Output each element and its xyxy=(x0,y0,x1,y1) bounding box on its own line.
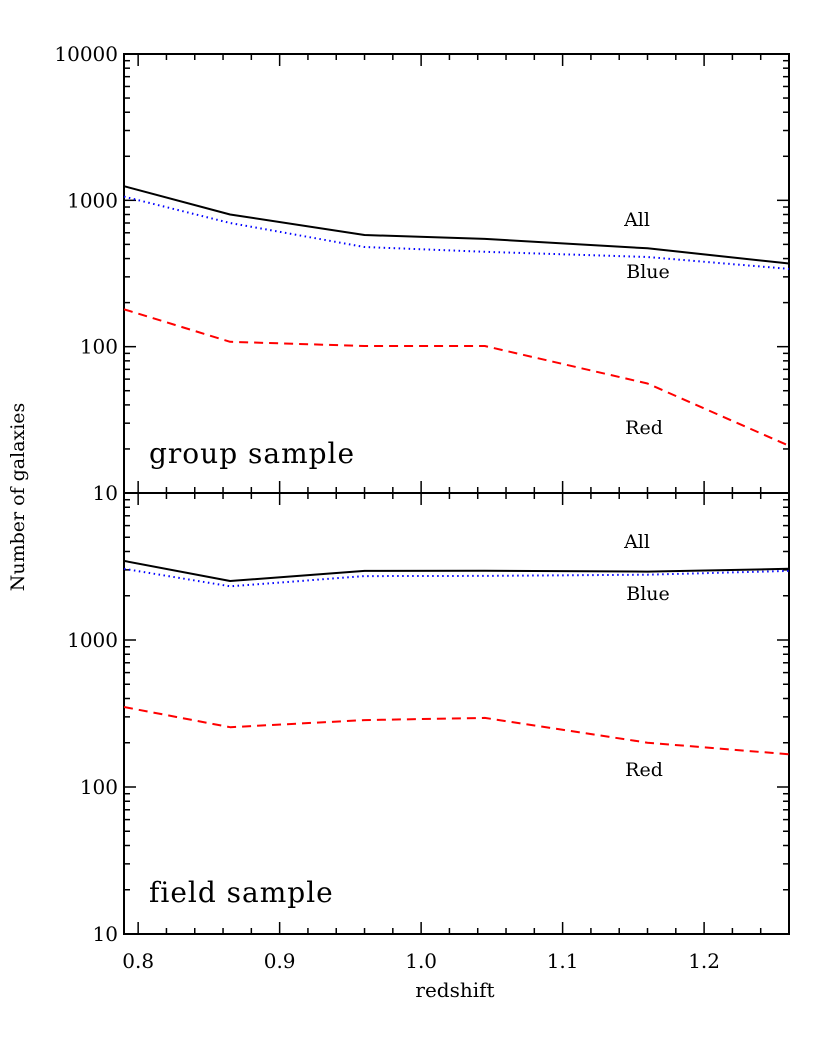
y-tick-label: 1000 xyxy=(67,628,118,652)
series-line-blue xyxy=(123,195,790,270)
x-tick-label: 0.8 xyxy=(122,949,154,973)
series-line-all xyxy=(123,185,790,265)
x-axis-label: redshift xyxy=(415,978,494,1002)
panel-annotation: group sample xyxy=(149,437,355,470)
series-line-red xyxy=(123,706,790,756)
field-sample-panel: 10 100 1000 0.8 0.9 1.0 1.1 1.2 All Blue Red field … xyxy=(67,492,790,973)
y-axis-label: Number of galaxies xyxy=(7,403,29,592)
y-tick-label: 1000 xyxy=(67,188,118,212)
series-line-red xyxy=(123,308,790,447)
x-tick-label: 0.9 xyxy=(264,949,296,973)
series-label-red: Red xyxy=(625,417,663,439)
group-sample-panel: 10 100 1000 10000 All Blue Red group sample xyxy=(54,42,790,505)
y-tick-label: 10 xyxy=(93,922,118,946)
x-tick-label: 1.2 xyxy=(688,949,720,973)
series-label-all: All xyxy=(623,531,650,553)
series-label-blue: Blue xyxy=(626,583,670,605)
y-tick-label: 100 xyxy=(80,775,118,799)
y-tick-label: 10000 xyxy=(54,42,118,66)
series-label-red: Red xyxy=(625,759,663,781)
plot-frame xyxy=(123,53,790,494)
y-tick-label: 100 xyxy=(80,335,118,359)
x-tick-label: 1.0 xyxy=(405,949,437,973)
y-tick-label: 10 xyxy=(93,481,118,505)
series-label-blue: Blue xyxy=(626,261,670,283)
panel-annotation: field sample xyxy=(149,876,334,909)
x-tick-label: 1.1 xyxy=(547,949,579,973)
series-label-all: All xyxy=(623,209,650,231)
plot-frame xyxy=(123,492,790,935)
series-line-all xyxy=(123,559,790,582)
